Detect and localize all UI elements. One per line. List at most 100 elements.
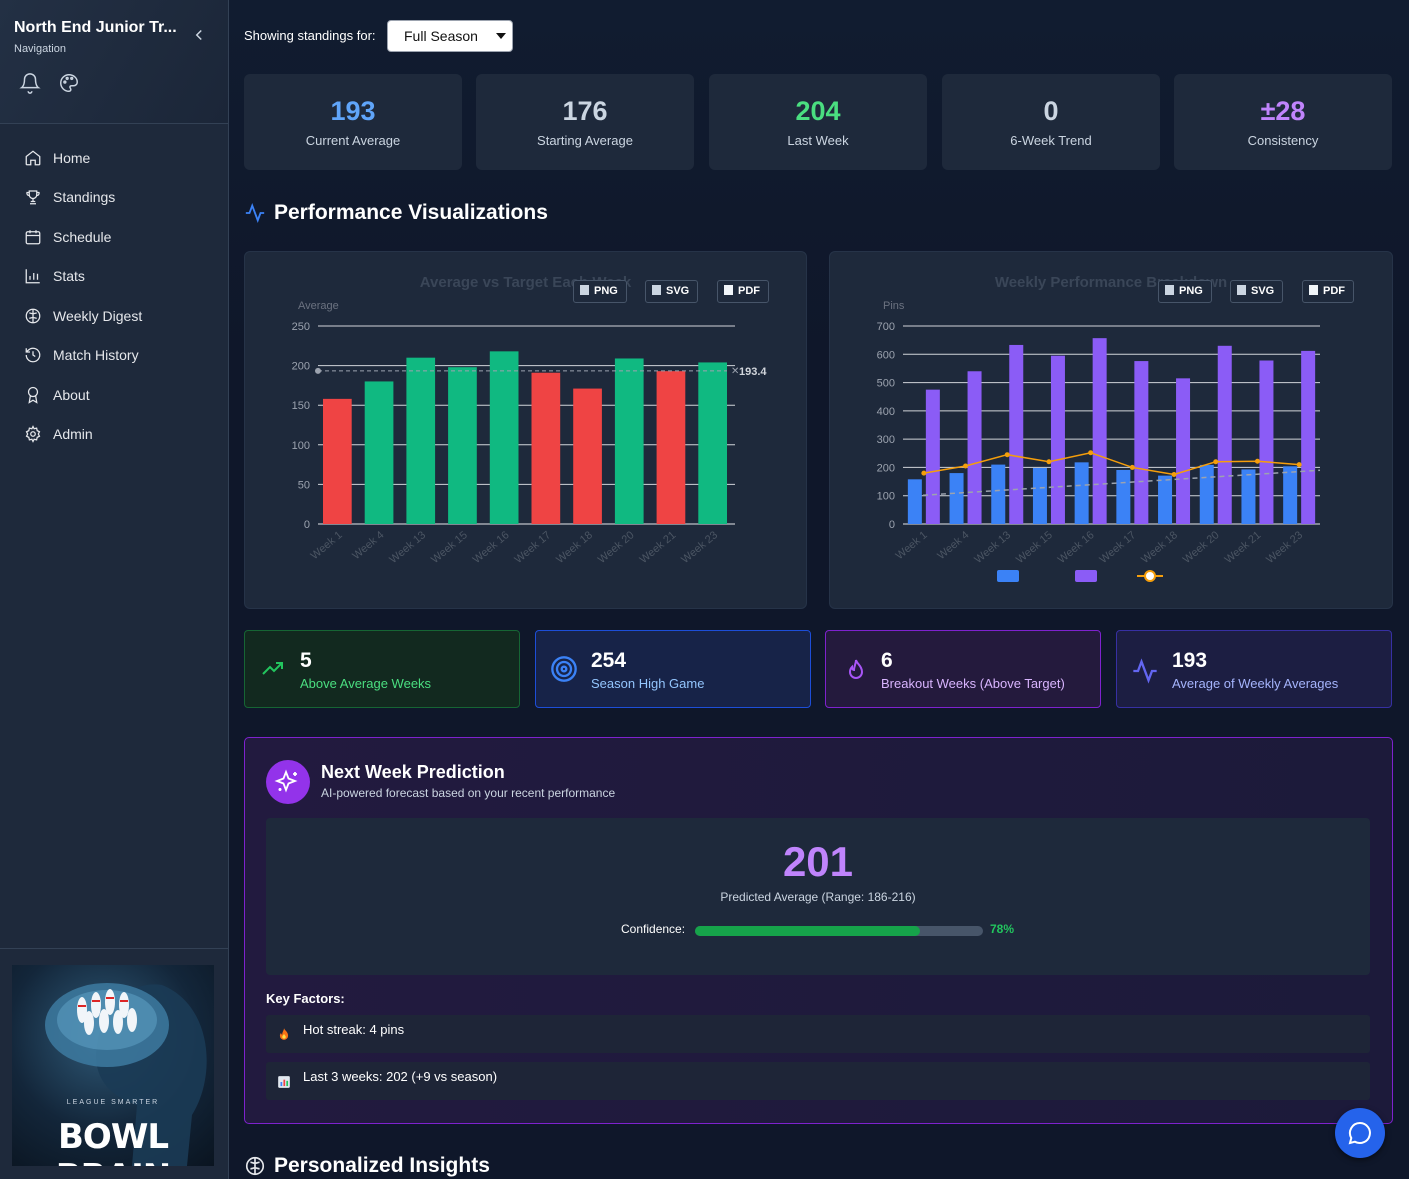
- predicted-average-value: 201: [782, 838, 854, 885]
- confidence-bar-fill: [695, 926, 920, 936]
- sidebar-item-label: Stats: [53, 268, 85, 285]
- stat-value: ±28: [1260, 96, 1306, 126]
- sidebar-item-label: Weekly Digest: [53, 307, 143, 324]
- x-tick-label: Week 16: [1056, 529, 1097, 566]
- sidebar-item-schedule[interactable]: Schedule: [0, 217, 228, 257]
- y-tick-label: 50: [298, 479, 310, 491]
- bar: [1217, 345, 1232, 524]
- prediction-title: Next Week Prediction: [321, 762, 505, 782]
- export-png-button[interactable]: PNG: [573, 280, 627, 303]
- export-label: SVG: [666, 285, 690, 297]
- main-content: Showing standings for: Full Season 193 C…: [229, 0, 1409, 1179]
- metric-value: 193: [1172, 649, 1208, 672]
- chevron-left-icon[interactable]: [190, 26, 208, 44]
- bar: [1259, 360, 1274, 524]
- x-tick-label: Week 21: [638, 529, 679, 566]
- export-pdf-button[interactable]: PDF: [1302, 280, 1354, 303]
- export-svg-button[interactable]: SVG: [645, 280, 699, 303]
- brain-icon: [245, 1156, 265, 1176]
- stat-label: Last Week: [787, 133, 849, 148]
- predicted-range: Predicted Average (Range: 186-216): [720, 890, 916, 904]
- legend-swatch: [997, 570, 1019, 582]
- bar: [1158, 475, 1173, 524]
- chat-button[interactable]: [1335, 1108, 1385, 1158]
- series-point: [1171, 472, 1177, 477]
- sidebar-item-standings[interactable]: Standings: [0, 178, 228, 218]
- series-point: [1129, 464, 1135, 470]
- metric-label: Average of Weekly Averages: [1172, 676, 1339, 691]
- target-label: 193.4: [739, 366, 767, 378]
- league-title: North End Junior Tr...: [14, 19, 177, 36]
- y-tick-label: 300: [877, 434, 895, 446]
- bell-icon[interactable]: [19, 72, 41, 94]
- image-icon: [1165, 285, 1174, 295]
- bar: [573, 388, 602, 524]
- metric-card-season-high: 254 Season High Game: [535, 630, 811, 708]
- season-select[interactable]: Full Season: [387, 20, 513, 52]
- x-tick-label: Week 15: [429, 529, 470, 566]
- home-icon: [25, 150, 41, 166]
- bar: [406, 357, 436, 524]
- series-point: [921, 470, 927, 476]
- sidebar-item-home[interactable]: Home: [0, 138, 228, 178]
- sidebar-item-admin[interactable]: Admin: [0, 415, 228, 455]
- export-svg-button[interactable]: SVG: [1230, 280, 1284, 303]
- palette-icon[interactable]: [58, 72, 80, 94]
- bar: [1009, 344, 1024, 524]
- y-tick-label: 700: [877, 321, 895, 333]
- bar-chart-icon: [25, 269, 40, 284]
- trending-up-icon: [262, 662, 283, 675]
- bar: [967, 371, 982, 524]
- bar: [448, 367, 477, 524]
- history-icon: [25, 347, 41, 363]
- sidebar-item-label: Schedule: [53, 228, 112, 245]
- logo-wordmark: BOWL BRAIN: [56, 1117, 172, 1166]
- season-select-value: Full Season: [404, 28, 478, 44]
- export-label: PDF: [1323, 285, 1345, 297]
- document-icon: [724, 285, 733, 295]
- chart-card-average-vs-target: Average 0 50 100 150 200 250 ✕ 193.4 Week 1 Week 4…: [244, 251, 807, 609]
- sidebar-item-stats[interactable]: Stats: [0, 257, 228, 297]
- y-tick-label: 200: [877, 462, 895, 474]
- bar: [1199, 464, 1214, 524]
- y-tick-label: 600: [877, 349, 895, 361]
- stat-card-starting-average: 176 Starting Average: [476, 74, 694, 170]
- export-label: PDF: [738, 285, 760, 297]
- sidebar-item-label: Match History: [53, 347, 139, 364]
- confidence-label: Confidence:: [621, 922, 686, 936]
- brain-bowling-illustration: [45, 983, 207, 1166]
- sidebar-item-match-history[interactable]: Match History: [0, 336, 228, 376]
- insights-section-title: Personalized Insights: [244, 1154, 490, 1178]
- x-tick-label: Week 20: [1181, 529, 1222, 566]
- x-tick-label: Week 4: [350, 529, 386, 562]
- bar: [489, 351, 519, 524]
- bar: [907, 479, 922, 524]
- stat-label: Current Average: [305, 133, 401, 148]
- sidebar-item-about[interactable]: About: [0, 375, 228, 415]
- sidebar-item-weekly-digest[interactable]: Weekly Digest: [0, 296, 228, 336]
- brain-icon: [25, 308, 41, 324]
- key-factor-text: Hot streak: 4 pins: [303, 1022, 405, 1037]
- fire-icon: [279, 1028, 289, 1040]
- target-icon: [551, 656, 577, 682]
- chart-card-weekly-breakdown: Pins 0 100 200 300 400 500 600 700 Week 1 Week 4 We…: [829, 251, 1393, 609]
- confidence-bar: [695, 926, 983, 936]
- x-tick-label: Week 23: [679, 529, 720, 566]
- logo-tagline: LEAGUE SMARTER: [66, 1099, 160, 1106]
- bar: [614, 358, 644, 524]
- y-tick-label: 100: [877, 491, 895, 503]
- export-pdf-button[interactable]: PDF: [717, 280, 769, 303]
- award-icon: [27, 386, 39, 404]
- stat-label: Starting Average: [537, 133, 633, 148]
- series-point: [1088, 450, 1094, 456]
- trend-line: [922, 469, 1321, 497]
- x-tick-label: Week 17: [512, 529, 553, 566]
- prediction-panel: 201 Predicted Average (Range: 186-216) C…: [266, 818, 1370, 975]
- metric-label: Above Average Weeks: [300, 676, 432, 691]
- stat-value: 0: [1043, 96, 1059, 126]
- chevron-down-icon: [496, 33, 506, 39]
- x-tick-label: Week 4: [935, 529, 971, 562]
- bar: [698, 362, 727, 524]
- sidebar-nav: Home Standings Schedule Stats Weekly Dig…: [0, 138, 228, 454]
- export-png-button[interactable]: PNG: [1158, 280, 1212, 303]
